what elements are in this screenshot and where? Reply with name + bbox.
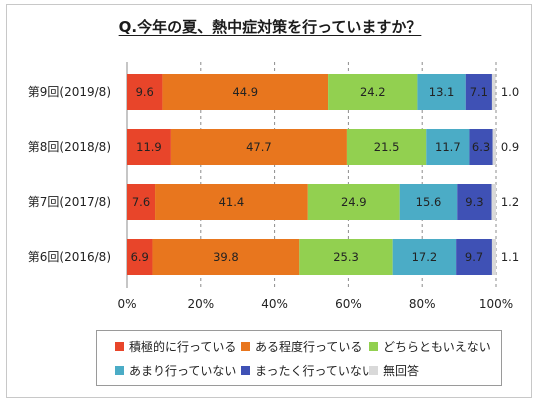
data-label: 17.2	[412, 250, 438, 264]
bar-segment	[469, 129, 493, 165]
category-label: 第8回(2018/8)	[28, 140, 111, 154]
data-label: 7.1	[470, 85, 488, 99]
legend-swatch	[115, 342, 124, 351]
legend-swatch	[369, 366, 378, 375]
x-tick-label: 40%	[261, 297, 288, 311]
legend-item: ある程度行っている	[241, 338, 362, 355]
x-tick-label: 0%	[117, 297, 136, 311]
data-label: 9.3	[465, 195, 483, 209]
data-label: 0.9	[501, 140, 519, 154]
legend-label: まったく行っていない	[255, 364, 374, 378]
data-label: 47.7	[246, 140, 272, 154]
data-label: 1.0	[501, 85, 519, 99]
bar-segment	[417, 74, 466, 110]
data-label: 1.2	[501, 195, 519, 209]
x-tick-label: 20%	[187, 297, 214, 311]
bar-segment	[456, 239, 492, 275]
legend-label: 積極的に行っている	[129, 340, 237, 354]
legend-item: あまり行っていない	[115, 362, 236, 379]
bar-segment	[392, 239, 457, 275]
bar-segment	[346, 129, 427, 165]
legend-item: どちらともいえない	[369, 338, 491, 355]
legend-label: どちらともいえない	[383, 340, 491, 354]
data-label: 6.3	[472, 140, 490, 154]
legend-label: ある程度行っている	[255, 340, 363, 354]
data-label: 9.6	[136, 85, 154, 99]
data-label: 11.7	[435, 140, 461, 154]
bar-segment	[399, 184, 458, 220]
data-label: 7.6	[132, 195, 150, 209]
bar-segment	[457, 184, 492, 220]
bar-segment	[491, 74, 496, 110]
data-label: 39.8	[213, 250, 239, 264]
data-label: 25.3	[333, 250, 359, 264]
bar-segment	[299, 239, 393, 275]
bar-segment	[127, 74, 163, 110]
legend-swatch	[241, 366, 250, 375]
x-tick-label: 80%	[409, 297, 436, 311]
data-label: 11.9	[136, 140, 162, 154]
data-label: 6.9	[131, 250, 149, 264]
data-label: 24.2	[360, 85, 386, 99]
legend-label: 無回答	[383, 364, 420, 378]
bar-segment	[491, 184, 496, 220]
data-label: 44.9	[232, 85, 258, 99]
chart-frame	[6, 4, 532, 398]
bar-segment	[465, 74, 492, 110]
bar-segment	[328, 74, 418, 110]
data-label: 13.1	[429, 85, 455, 99]
x-tick-label: 100%	[479, 297, 513, 311]
bar-segment	[127, 239, 153, 275]
bar-segment	[492, 129, 496, 165]
bar-segment	[127, 184, 156, 220]
bar-segment	[162, 74, 329, 110]
legend-swatch	[115, 366, 124, 375]
data-label: 24.9	[341, 195, 367, 209]
legend-item: まったく行っていない	[241, 362, 374, 379]
data-label: 21.5	[374, 140, 400, 154]
data-label: 15.6	[416, 195, 442, 209]
bar-segment	[155, 184, 308, 220]
bar-segment	[307, 184, 400, 220]
bar-segment	[426, 129, 470, 165]
data-label: 9.7	[465, 250, 483, 264]
x-tick-label: 60%	[335, 297, 362, 311]
legend-swatch	[369, 342, 378, 351]
category-label: 第7回(2017/8)	[28, 195, 111, 209]
chart-legend: 積極的に行っている ある程度行っている どちらともいえないあまり行っていない まったく…	[96, 330, 502, 386]
bar-segment	[127, 129, 171, 165]
bar-segment	[152, 239, 300, 275]
legend-swatch	[241, 342, 250, 351]
bar-segment	[491, 239, 496, 275]
category-label: 第9回(2019/8)	[28, 85, 111, 99]
legend-item: 積極的に行っている	[115, 338, 236, 355]
chart-title: Q.今年の夏、熱中症対策を行っていますか？	[118, 18, 422, 36]
data-label: 41.4	[219, 195, 245, 209]
legend-label: あまり行っていない	[129, 364, 237, 378]
category-label: 第6回(2016/8)	[28, 250, 111, 264]
data-label: 1.1	[501, 250, 519, 264]
legend-item: 無回答	[369, 362, 419, 379]
bar-segment	[170, 129, 347, 165]
